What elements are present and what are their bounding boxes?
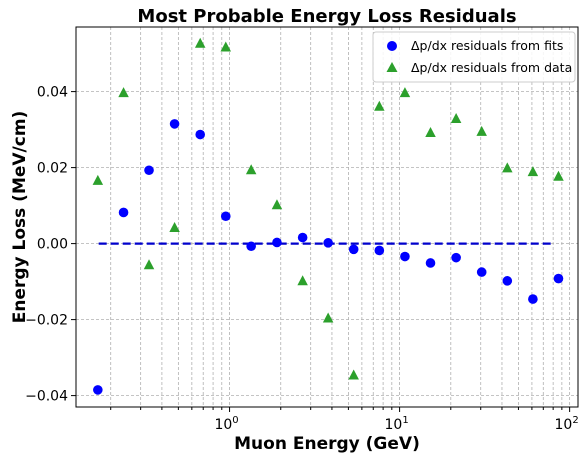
fits-residual-point bbox=[297, 232, 308, 243]
fits-residual-point bbox=[502, 276, 513, 286]
data-residual-point bbox=[220, 41, 232, 52]
data-residual-point bbox=[245, 164, 257, 175]
fits-residual-point bbox=[528, 294, 538, 304]
fits-residual-point bbox=[553, 273, 564, 284]
fits-residual-point bbox=[451, 252, 461, 263]
legend-marker-data bbox=[386, 62, 398, 72]
y-tick-label: 0.04 bbox=[37, 85, 68, 101]
data-residual-point bbox=[271, 199, 283, 210]
x-tick-label: 100 bbox=[214, 415, 238, 433]
axis-ticks: −0.04 −0.02 0.00 0.02 0.04 100 101 102 bbox=[25, 85, 579, 433]
fits-residual-point bbox=[374, 245, 385, 256]
data-residual-point bbox=[502, 162, 513, 173]
y-axis-title: Energy Loss (MeV/cm) bbox=[10, 111, 30, 324]
data-residual-point bbox=[118, 87, 129, 98]
fits-residual-point bbox=[220, 211, 231, 222]
data-residual-point bbox=[143, 259, 155, 270]
legend: Δp/dx residuals from fits Δp/dx residual… bbox=[372, 31, 576, 83]
y-tick-label: 0.00 bbox=[37, 237, 68, 253]
x-tick-label: 101 bbox=[384, 415, 408, 433]
y-tick-label: 0.02 bbox=[37, 161, 68, 177]
fits-residual-point bbox=[323, 238, 333, 248]
fits-residual-point bbox=[118, 207, 129, 218]
plot-frame bbox=[75, 26, 579, 408]
fits-residual-point bbox=[169, 119, 180, 129]
data-residual-point bbox=[322, 312, 334, 323]
data-residual-point bbox=[476, 125, 487, 136]
y-tick-label: −0.04 bbox=[25, 389, 68, 405]
x-axis-title: Muon Energy (GeV) bbox=[234, 434, 420, 454]
data-residual-point bbox=[374, 100, 385, 111]
fits-residual-point bbox=[246, 241, 256, 252]
fits-residual-point bbox=[195, 129, 206, 140]
fits-residual-point bbox=[93, 385, 103, 395]
fits-residual-point bbox=[400, 251, 410, 262]
data-residual-point bbox=[348, 369, 359, 380]
legend-marker-fits bbox=[387, 41, 397, 51]
chart-title: Most Probable Energy Loss Residuals bbox=[137, 6, 516, 27]
data-residual-point bbox=[297, 275, 308, 286]
fits-residual-point bbox=[425, 258, 436, 268]
fits-residual-point bbox=[476, 267, 487, 277]
legend-box bbox=[372, 31, 576, 83]
data-residual-point bbox=[92, 174, 104, 185]
legend-label-data: Δp/dx residuals from data bbox=[411, 60, 572, 75]
data-residual-point bbox=[425, 127, 436, 138]
data-residual-point bbox=[169, 222, 180, 233]
fits-residual-point bbox=[144, 165, 154, 176]
legend-label-fits: Δp/dx residuals from fits bbox=[411, 38, 563, 53]
data-residual-point bbox=[194, 37, 206, 48]
y-tick-label: −0.02 bbox=[25, 313, 68, 329]
data-residual-point bbox=[450, 112, 462, 123]
data-residual-point bbox=[527, 166, 539, 177]
fits-residual-point bbox=[272, 237, 282, 248]
data-residual-point bbox=[399, 87, 411, 98]
data-points bbox=[92, 37, 564, 395]
x-tick-label: 102 bbox=[555, 415, 579, 433]
data-residual-point bbox=[553, 170, 564, 181]
fits-residual-point bbox=[348, 244, 359, 255]
